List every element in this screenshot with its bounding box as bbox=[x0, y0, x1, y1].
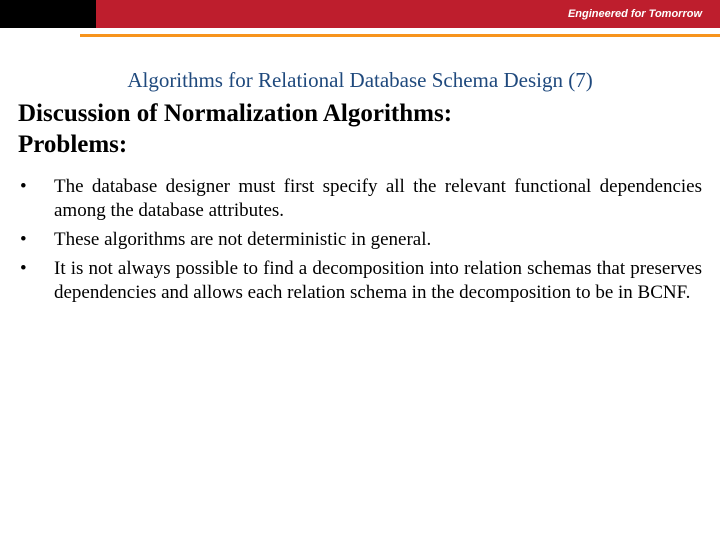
bullet-marker: • bbox=[18, 228, 54, 253]
header-bar: Engineered for Tomorrow bbox=[0, 0, 720, 28]
bullet-marker: • bbox=[18, 175, 54, 224]
bullet-marker: • bbox=[18, 257, 54, 306]
header-tagline: Engineered for Tomorrow bbox=[568, 8, 702, 20]
accent-line bbox=[80, 34, 720, 37]
bullet-item: The database designer must first specify… bbox=[54, 175, 702, 224]
header-left-block bbox=[0, 0, 96, 28]
slide-content: Discussion of Normalization Algorithms: … bbox=[18, 98, 702, 306]
subtitle: Discussion of Normalization Algorithms: … bbox=[18, 98, 702, 161]
slide-title: Algorithms for Relational Database Schem… bbox=[0, 68, 720, 93]
subtitle-line-2: Problems: bbox=[18, 129, 702, 160]
bullet-list: • The database designer must first speci… bbox=[18, 175, 702, 306]
subtitle-line-1: Discussion of Normalization Algorithms: bbox=[18, 98, 702, 129]
header-right-block: Engineered for Tomorrow bbox=[96, 0, 720, 28]
bullet-item: These algorithms are not deterministic i… bbox=[54, 228, 702, 253]
bullet-item: It is not always possible to find a deco… bbox=[54, 257, 702, 306]
